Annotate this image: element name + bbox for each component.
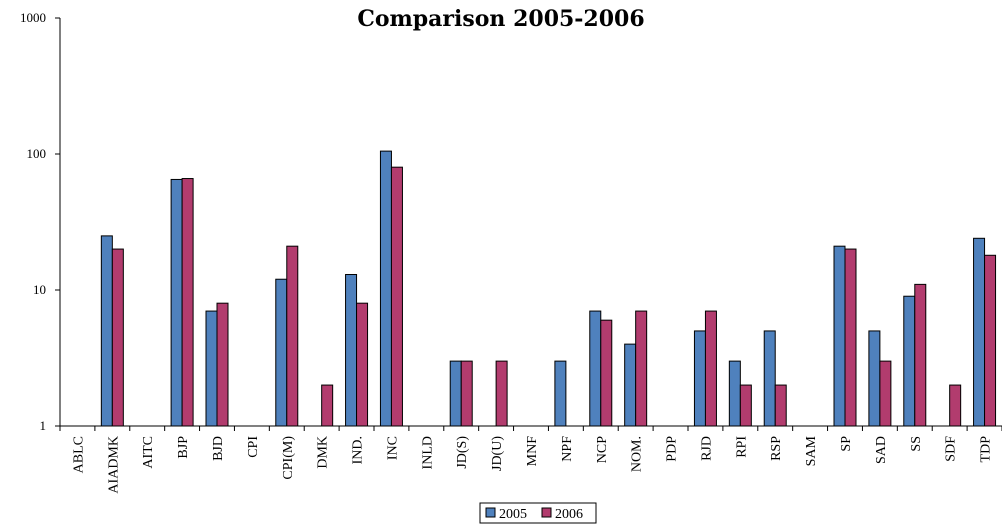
bar-2006 — [216, 302, 229, 427]
legend-swatch-2005 — [485, 507, 496, 518]
x-tick-label: RJD — [699, 436, 714, 461]
x-tick-label: SS — [909, 436, 924, 452]
bar-2006 — [460, 360, 473, 427]
bar-2005 — [275, 278, 288, 427]
bar-2006 — [286, 245, 299, 427]
bar-2005 — [624, 343, 637, 427]
x-tick-label: TDP — [979, 436, 994, 463]
x-tick-label: SP — [839, 436, 854, 452]
x-tick-label: CPI(M) — [281, 436, 296, 480]
bar-2006 — [844, 248, 857, 427]
x-axis: ABLC AIADMK AITC BJP BJD CPI CPI(M) DMK IND. INC I… — [59, 425, 1002, 494]
bar-2006 — [984, 254, 997, 427]
x-tick-label: PDP — [665, 436, 680, 462]
bar-2006 — [600, 319, 613, 427]
legend-label-2005: 2005 — [499, 507, 527, 522]
x-tick-label: SAD — [874, 436, 889, 464]
bar-2005 — [379, 150, 392, 427]
x-tick-label: DMK — [316, 436, 331, 469]
x-tick-label: SDF — [944, 436, 959, 462]
bar-2006 — [321, 384, 334, 427]
x-tick-label: NPF — [560, 436, 575, 462]
bar-2005 — [763, 330, 776, 427]
x-tick-label: BJD — [211, 436, 226, 461]
bar-2005 — [449, 360, 462, 427]
bar-2005 — [170, 178, 183, 427]
x-tick-label: IND. — [351, 436, 366, 464]
x-tick-label: NOM. — [630, 436, 645, 472]
bar-2006 — [949, 384, 962, 427]
bar-2006 — [181, 178, 194, 427]
x-tick-label: JD(U) — [490, 436, 505, 471]
x-tick-label: INLD — [420, 436, 435, 469]
bar-2006 — [914, 283, 927, 427]
bar-2005 — [868, 330, 881, 427]
x-tick-label: INC — [385, 436, 400, 460]
x-tick-label: RSP — [769, 436, 784, 461]
legend-box — [479, 502, 597, 524]
chart-title: Comparison 2005-2006 — [357, 6, 644, 32]
bar-2006 — [774, 384, 787, 427]
bar-2005 — [728, 360, 741, 427]
bar-2005 — [205, 310, 218, 427]
x-tick-label: AITC — [141, 436, 156, 469]
bar-2005 — [973, 237, 986, 427]
x-tick-label: NCP — [595, 436, 610, 463]
x-tick-label: AIADMK — [106, 436, 121, 494]
legend: 2005 2006 — [479, 502, 597, 524]
bar-2006 — [356, 302, 369, 427]
legend-swatch-2006 — [541, 507, 552, 518]
bar-2006 — [704, 310, 717, 427]
bar-2006 — [111, 248, 124, 427]
bar-2005 — [100, 235, 113, 427]
bar-2005 — [589, 310, 602, 427]
bar-2006 — [495, 360, 508, 427]
bar-2006 — [739, 384, 752, 427]
y-tick-label: 1 — [40, 418, 47, 433]
bar-2006 — [635, 310, 648, 427]
x-tick-label: SAM — [804, 435, 819, 466]
x-tick-label: JD(S) — [455, 436, 470, 469]
bar-2005 — [554, 360, 567, 427]
bar-2006 — [879, 360, 892, 427]
x-tick-label: MNF — [525, 436, 540, 467]
y-tick-label: 1000 — [20, 10, 46, 25]
bar-group — [100, 150, 997, 427]
bar-2006 — [390, 166, 403, 427]
legend-label-2006: 2006 — [555, 507, 583, 522]
bar-2005 — [345, 274, 358, 427]
x-tick-label: CPI — [246, 436, 261, 458]
bar-2005 — [833, 245, 846, 427]
x-tick-label: RPI — [734, 436, 749, 458]
y-tick-label: 100 — [27, 146, 47, 161]
y-tick-label: 10 — [33, 282, 46, 297]
bar-2005 — [903, 295, 916, 427]
x-tick-label: BJP — [176, 436, 191, 459]
bar-2005 — [693, 330, 706, 427]
x-tick-label: ABLC — [71, 436, 86, 473]
y-axis: 1 10 100 1000 — [20, 10, 61, 433]
